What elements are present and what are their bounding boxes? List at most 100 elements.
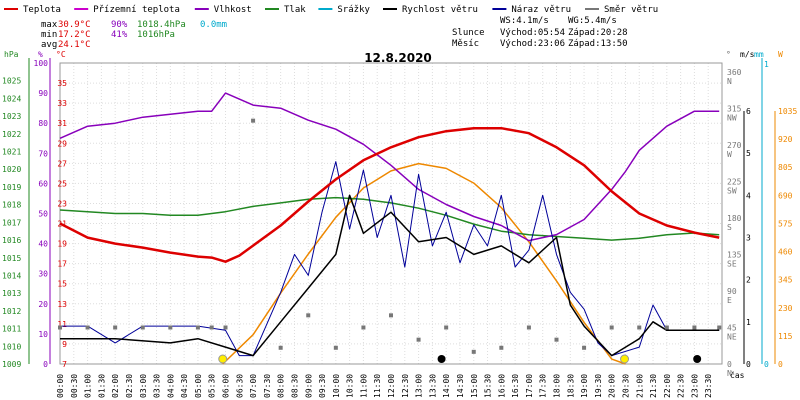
celsius-tick-label: 31: [57, 119, 67, 128]
wind-tick-label: 6: [746, 107, 751, 116]
time-tick-label: 18:00: [553, 374, 562, 398]
solar-tick-label: 460: [778, 248, 793, 257]
time-tick-label: 07:30: [263, 374, 272, 398]
time-tick-label: 16:30: [511, 374, 520, 398]
time-tick-label: 09:30: [318, 374, 327, 398]
direction-tick-name: W: [727, 150, 732, 159]
celsius-tick-label: 9: [62, 340, 67, 349]
wind-direction-point: [609, 325, 614, 330]
solar-tick-label: 920: [778, 135, 793, 144]
direction-tick-name: N: [727, 369, 732, 378]
hpa-tick-label: 1020: [2, 165, 21, 174]
time-tick-label: 12:30: [401, 374, 410, 398]
direction-tick-name: N: [727, 77, 732, 86]
sun-marker: [218, 354, 228, 364]
time-tick-label: 22:00: [663, 374, 672, 398]
wind-direction-point: [140, 325, 145, 330]
hpa-tick-label: 1019: [2, 183, 21, 192]
direction-tick-name: SE: [727, 260, 737, 269]
wind-speed-line: [60, 194, 720, 357]
time-tick-label: 20:30: [621, 374, 630, 398]
wind-direction-point: [554, 337, 559, 342]
percent-tick-label: 50: [38, 210, 48, 219]
min-label: min: [41, 30, 57, 40]
celsius-tick-label: 25: [57, 179, 67, 188]
hpa-tick-label: 1015: [2, 254, 21, 263]
time-tick-label: 03:30: [153, 374, 162, 398]
direction-tick-name: E: [727, 296, 732, 305]
max-humidity: 90%: [111, 20, 128, 30]
celsius-axis-label: °C: [56, 50, 66, 59]
percent-tick-label: 40: [38, 240, 48, 249]
time-tick-label: 13:00: [415, 374, 424, 398]
wind-axis-label: m/s: [740, 50, 755, 59]
solar-tick-label: 115: [778, 332, 793, 341]
axes: 00:00 00:30 01:00 01:30 02:00 02:30 03:00 03:30…: [2, 50, 797, 398]
direction-tick-name: NE: [727, 333, 737, 342]
stats-panel: max 30.9°C 90% 1018.4hPa 0.0mm min 17.2°…: [41, 16, 628, 65]
max-label: max: [41, 20, 58, 30]
time-tick-label: 07:00: [249, 374, 258, 398]
wind-direction-point: [582, 345, 587, 350]
time-tick-label: 11:00: [359, 374, 368, 398]
direction-tick-name: SW: [727, 187, 737, 196]
x-axis-label: čas: [730, 370, 745, 380]
hpa-axis-label: hPa: [4, 50, 19, 59]
percent-tick-label: 10: [38, 330, 48, 339]
time-tick-label: 21:30: [649, 374, 658, 398]
plot-frame: [59, 62, 723, 365]
moonrise: Východ:23:06: [500, 39, 565, 49]
wind-tick-label: 4: [746, 191, 751, 200]
percent-tick-label: 90: [38, 89, 48, 98]
wind-direction-point: [717, 325, 722, 330]
time-tick-label: 01:00: [84, 374, 93, 398]
hpa-tick-label: 1025: [2, 77, 21, 86]
max-rain: 0.0mm: [200, 20, 227, 30]
wind-direction-point: [692, 325, 697, 330]
sunrise: Východ:05:54: [500, 28, 565, 38]
percent-axis-label: %: [38, 50, 43, 59]
solar-tick-label: 345: [778, 276, 793, 285]
direction-axis-label: °: [726, 50, 731, 59]
wind-direction-point: [664, 325, 669, 330]
legend-label-pressure: Tlak: [284, 5, 306, 15]
avg-temp: 24.1°C: [58, 40, 91, 50]
time-tick-label: 23:00: [690, 374, 699, 398]
time-tick-label: 04:30: [180, 374, 189, 398]
percent-tick-label: 0: [43, 360, 48, 369]
event-markers: [218, 354, 702, 364]
direction-tick-deg: 270: [727, 141, 742, 150]
direction-tick-deg: 180: [727, 214, 742, 223]
wind-direction-point: [223, 325, 228, 330]
wind-tick-label: 3: [746, 234, 751, 243]
time-tick-label: 17:30: [539, 374, 548, 398]
celsius-tick-label: 29: [57, 139, 67, 148]
hpa-tick-label: 1011: [2, 325, 21, 334]
celsius-tick-label: 33: [57, 99, 67, 108]
legend-label-apparent_temperature: Přízemní teplota: [93, 5, 180, 15]
sun-marker: [620, 354, 630, 364]
moon-marker: [437, 355, 446, 363]
wind-direction-point: [499, 345, 504, 350]
direction-tick-deg: 135: [727, 251, 742, 260]
time-tick-label: 10:00: [332, 374, 341, 398]
time-tick-label: 12:00: [387, 374, 396, 398]
time-tick-label: 01:30: [97, 374, 106, 398]
humidity-line: [59, 92, 720, 242]
legend-label-wind_direction: Směr větru: [604, 5, 658, 15]
time-tick-label: 00:00: [56, 374, 65, 398]
celsius-tick-label: 19: [57, 240, 67, 249]
celsius-tick-label: 27: [57, 159, 67, 168]
legend-label-wind_speed: Rychlost větru: [402, 5, 478, 15]
wind-tick-label: 0: [746, 360, 751, 369]
grid: [59, 62, 723, 365]
solar-tick-label: 0: [778, 360, 783, 369]
time-tick-label: 10:30: [346, 374, 355, 398]
time-tick-label: 00:30: [70, 374, 79, 398]
hpa-tick-label: 1013: [2, 289, 21, 298]
wind-direction-point: [251, 118, 256, 123]
min-pressure: 1016hPa: [137, 30, 175, 40]
time-tick-label: 06:00: [222, 374, 231, 398]
wind-direction-point: [195, 325, 200, 330]
direction-tick-deg: 225: [727, 178, 742, 187]
